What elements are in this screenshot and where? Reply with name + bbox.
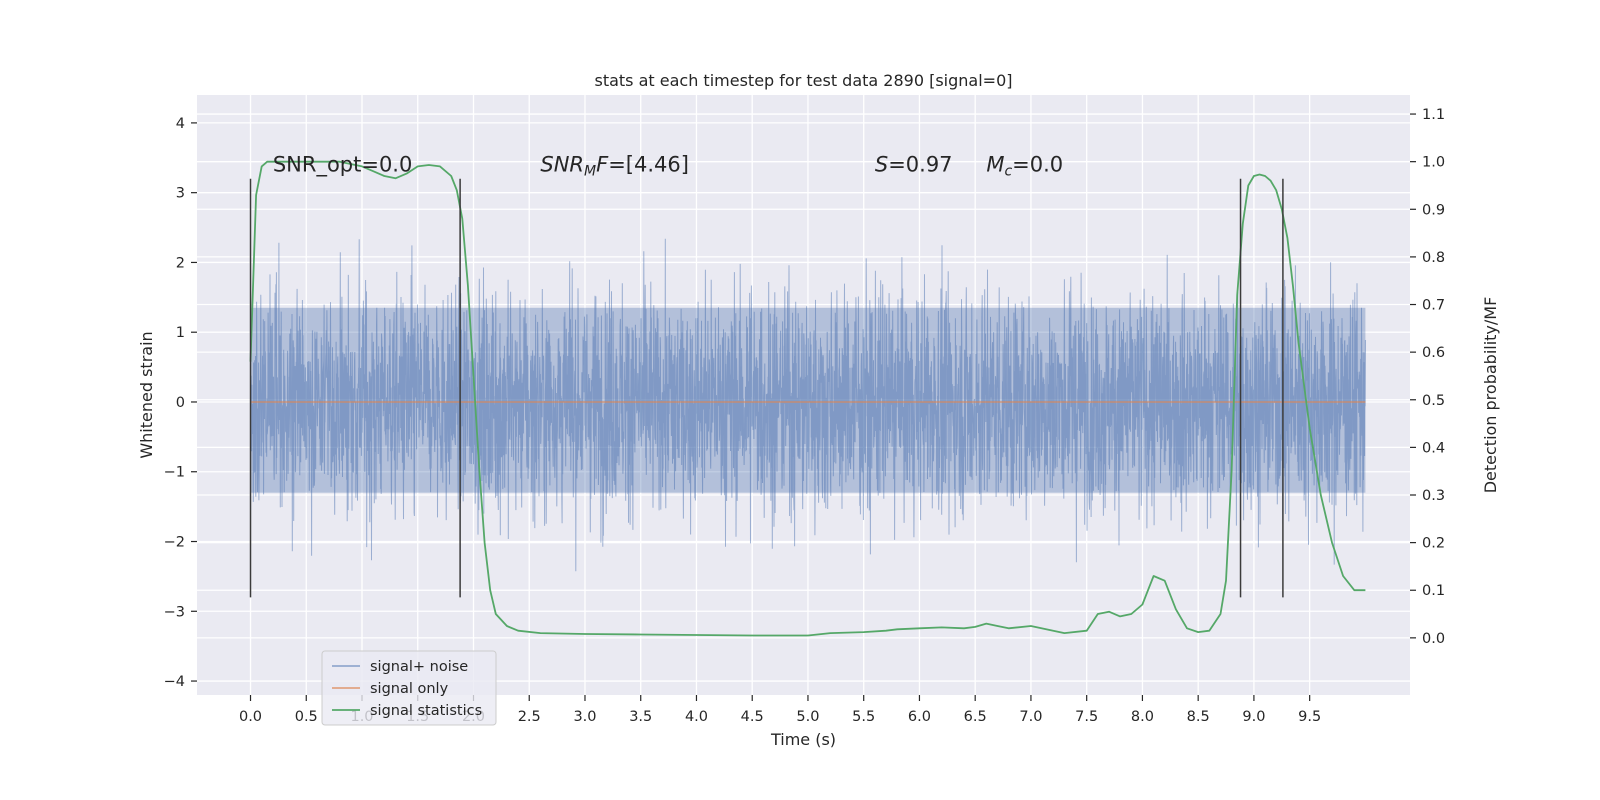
x-tick-label: 3.5 <box>629 709 652 725</box>
y2-tick-label: 0.8 <box>1422 250 1445 266</box>
x-tick-label: 6.5 <box>964 709 987 725</box>
y-tick-label: −1 <box>164 465 185 481</box>
y-tick-label: −2 <box>164 535 185 551</box>
chart-title: stats at each timestep for test data 289… <box>594 71 1012 90</box>
y2-tick-label: 0.9 <box>1422 202 1445 218</box>
y-tick-label: 3 <box>176 186 185 202</box>
y2-tick-label: 0.2 <box>1422 536 1445 552</box>
x-tick-label: 3.0 <box>573 709 596 725</box>
x-tick-label: 0.0 <box>239 709 262 725</box>
y-tick-label: 4 <box>176 116 185 132</box>
x-tick-label: 5.0 <box>796 709 819 725</box>
y2-tick-label: 1.0 <box>1422 155 1445 171</box>
legend-label-signal-statistics: signal statistics <box>370 703 482 719</box>
x-tick-label: 9.5 <box>1298 709 1321 725</box>
x-tick-label: 9.0 <box>1242 709 1265 725</box>
x-tick-label: 4.5 <box>741 709 764 725</box>
y2-tick-label: 0.4 <box>1422 440 1445 456</box>
annotation-text: S=0.97 <box>875 153 953 177</box>
y2-tick-label: 0.1 <box>1422 583 1445 599</box>
x-tick-label: 4.0 <box>685 709 708 725</box>
signal-statistics-line <box>249 160 1366 637</box>
y2-tick-label: 0.3 <box>1422 488 1445 504</box>
axes: 0.00.51.01.52.02.53.03.54.04.55.05.56.06… <box>164 107 1445 725</box>
x-tick-label: 5.5 <box>852 709 875 725</box>
y2-tick-label: 0.6 <box>1422 345 1445 361</box>
signal-plus-noise-line <box>250 238 1366 572</box>
y2-tick-label: 1.1 <box>1422 107 1445 123</box>
annotation-text: SNRMF=[4.46] <box>540 153 689 180</box>
x-tick-label: 7.5 <box>1075 709 1098 725</box>
x-tick-label: 8.5 <box>1187 709 1210 725</box>
y-axis-label: Whitened strain <box>137 331 156 458</box>
y2-tick-label: 0.5 <box>1422 393 1445 409</box>
series-signal-statistics <box>249 160 1366 637</box>
x-tick-label: 8.0 <box>1131 709 1154 725</box>
x-tick-label: 2.5 <box>518 709 541 725</box>
legend-label-signal-only: signal only <box>370 681 449 697</box>
y2-tick-label: 0.0 <box>1422 631 1445 647</box>
signal-plus-noise-band <box>250 307 1366 493</box>
y2-tick-label: 0.7 <box>1422 298 1445 314</box>
annotations: SNR_opt=0.0 SNRMF=[4.46] S=0.97 Mc=0.0 <box>273 153 1063 180</box>
y-tick-label: 1 <box>176 325 185 341</box>
x-tick-label: 7.0 <box>1019 709 1042 725</box>
y-tick-label: −3 <box>164 604 185 620</box>
x-tick-label: 0.5 <box>295 709 318 725</box>
y2-axis-label: Detection probability/MF <box>1481 297 1500 494</box>
legend-label-signal-plus-noise: signal+ noise <box>370 659 468 675</box>
y-tick-label: −4 <box>164 674 185 690</box>
annotation-text: Mc=0.0 <box>986 153 1063 180</box>
y-tick-label: 0 <box>176 395 185 411</box>
marker-lines <box>249 178 1284 598</box>
x-tick-label: 6.0 <box>908 709 931 725</box>
annotation-text: SNR_opt=0.0 <box>273 153 413 178</box>
legend-box <box>321 650 497 726</box>
series-signal-plus-noise <box>250 238 1366 572</box>
legend: signal+ noise signal only signal statist… <box>321 650 497 726</box>
y-tick-label: 2 <box>176 255 185 271</box>
x-axis-label: Time (s) <box>770 730 836 749</box>
